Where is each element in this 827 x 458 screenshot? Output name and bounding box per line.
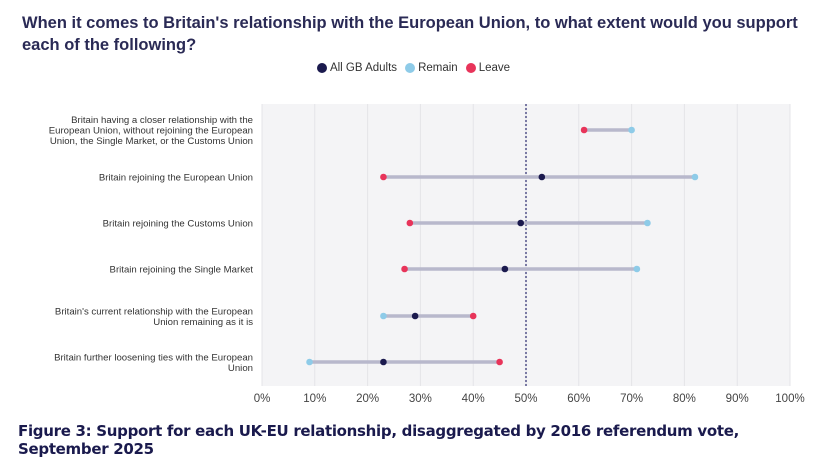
x-tick-label: 80% [673,393,696,405]
category-label: Britain rejoining the Single Market [110,265,254,276]
legend-label-remain: Remain [418,62,458,74]
legend-item-remain: Remain [405,62,458,74]
legend-label-all: All GB Adults [329,62,398,74]
point-leave [580,126,588,134]
x-tick-label: 50% [514,393,537,405]
point-leave [496,358,503,366]
point-remain [380,312,387,320]
dumbbell-chart: 0% 10% 20% 30% 40% 50% 60% 70% 80% 90% 100% Britain… [49,104,805,405]
point-remain [691,173,699,181]
point-remain [306,358,313,366]
chart-title: When it comes to Britain's relationship … [22,14,798,54]
category-label: European Union, without rejoining the Eu… [49,126,253,137]
x-tick-label: 20% [356,393,379,405]
point-remain [628,126,635,134]
legend-swatch-leave [465,63,476,73]
legend-swatch-remain [405,63,416,73]
chart-legend: All GB Adults Remain Leave [0,62,827,74]
x-tick-label: 10% [303,393,326,405]
point-leave [406,219,414,227]
category-label: Britain having a closer relationship wit… [71,115,253,126]
legend-item-leave: Leave [465,62,511,74]
point-all [538,173,546,181]
x-tick-label: 100% [775,393,804,405]
legend-label-leave: Leave [478,62,511,74]
figure-caption: Figure 3: Support for each UK-EU relatio… [18,422,740,458]
x-tick-label: 70% [620,393,643,405]
point-remain [633,265,641,273]
category-label: Britain rejoining the Customs Union [103,219,253,230]
category-label: Union [228,363,253,374]
point-all [380,358,387,366]
point-leave [380,173,387,181]
category-label: Britain rejoining the European Union [99,173,253,184]
x-tick-label: 30% [409,393,432,405]
point-leave [469,312,477,320]
x-tick-label: 0% [254,393,271,405]
category-label: Union, the Single Market, or the Customs… [50,136,253,147]
point-all [411,312,419,320]
x-tick-label: 60% [567,393,590,405]
legend-swatch-all [316,63,327,73]
category-label: Britain further loosening ties with the … [54,352,253,363]
category-label: Union remaining as it is [153,317,253,328]
category-label: Britain's current relationship with the … [55,306,253,317]
point-remain [644,219,651,227]
point-leave [401,265,408,273]
x-tick-label: 40% [462,393,485,405]
point-all [501,265,509,273]
legend-item-all: All GB Adults [316,62,398,74]
point-all [517,219,525,227]
x-tick-label: 90% [726,393,749,405]
